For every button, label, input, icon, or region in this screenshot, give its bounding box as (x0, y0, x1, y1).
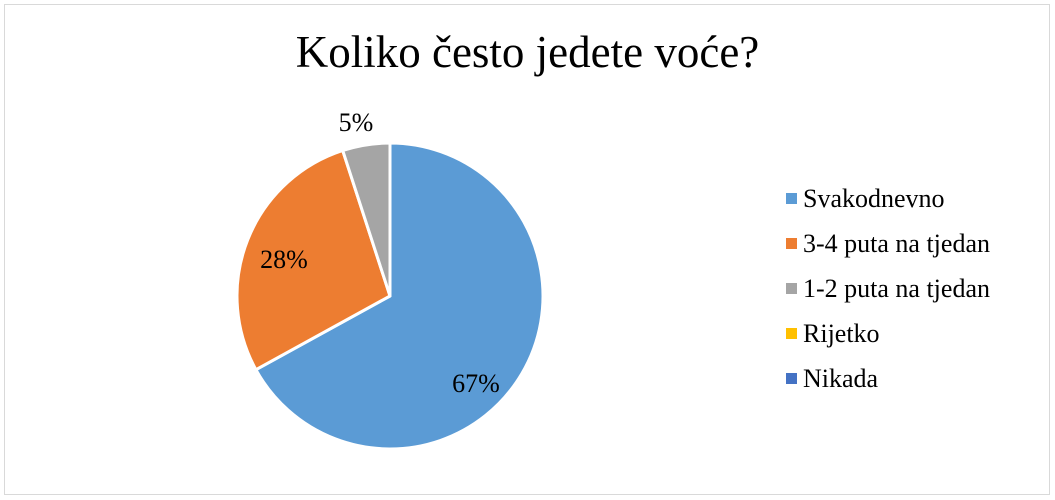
legend-swatch (786, 373, 797, 384)
data-label-1-2-puta-na-tjedan: 5% (339, 108, 374, 137)
legend: Svakodnevno 3-4 puta na tjedan 1-2 puta na… (786, 176, 1051, 401)
legend-label: Nikada (803, 363, 879, 393)
legend-item-svakodnevno: Svakodnevno (786, 176, 1051, 221)
legend-swatch (786, 328, 797, 339)
data-label-3-4-puta-na-tjedan: 28% (260, 245, 308, 274)
legend-item-nikada: Nikada (786, 356, 1051, 401)
legend-item-3-4-puta-na-tjedan: 3-4 puta na tjedan (786, 221, 1051, 266)
legend-item-rijetko: Rijetko (786, 311, 1051, 356)
pie-slice-1-2-puta-na-tjedan (341, 141, 392, 298)
legend-swatch (786, 238, 797, 249)
legend-label: 1-2 puta na tjedan (803, 273, 990, 303)
legend-label: Rijetko (803, 318, 880, 348)
pie-slice-3-4-puta-na-tjedan (235, 148, 392, 372)
legend-label: 3-4 puta na tjedan (803, 228, 990, 258)
legend-item-1-2-puta-na-tjedan: 1-2 puta na tjedan (786, 266, 1051, 311)
legend-label: Svakodnevno (803, 183, 945, 213)
pie-slice-svakodnevno (254, 141, 545, 451)
legend-swatch (786, 193, 797, 204)
chart-title: Koliko često jedete voće? (295, 27, 760, 77)
data-label-svakodnevno: 67% (452, 369, 500, 398)
legend-swatch (786, 283, 797, 294)
